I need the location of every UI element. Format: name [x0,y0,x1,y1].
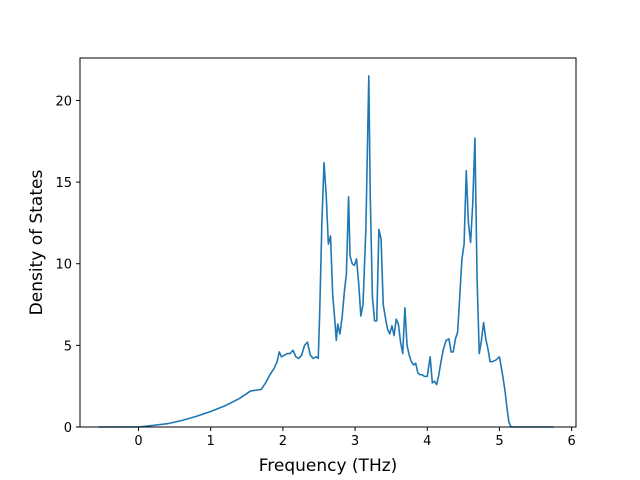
x-tick-label: 1 [207,434,215,449]
x-axis-label: Frequency (THz) [259,456,398,476]
x-tick-label: 5 [495,434,503,449]
x-tick-label: 0 [134,434,142,449]
y-tick-label: 20 [55,94,72,109]
y-axis-label: Density of States [27,170,47,316]
y-tick-label: 10 [55,258,72,273]
y-tick-label: 0 [64,421,72,436]
dos-series-line [98,75,554,428]
y-tick-label: 15 [55,176,72,191]
x-tick-label: 4 [423,434,431,449]
axis-ticks: 0 1 2 3 4 5 6 0 5 10 15 20 [55,94,575,449]
plot-area [98,75,554,428]
x-tick-label: 6 [568,434,576,449]
x-tick-label: 2 [279,434,287,449]
y-tick-label: 5 [64,339,72,354]
x-tick-label: 3 [351,434,359,449]
plot-frame [79,57,577,428]
